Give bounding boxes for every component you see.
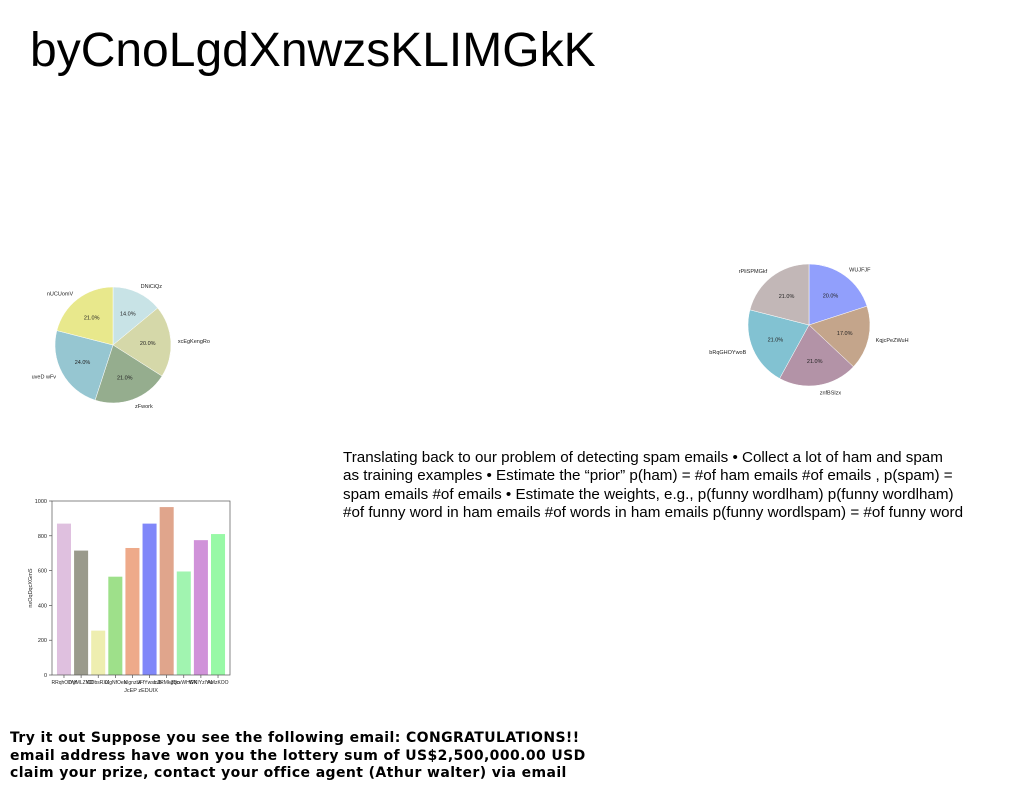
x-tick-label: RRqhODVf [51, 680, 77, 686]
example-email-text: Try it out Suppose you see the following… [10, 730, 630, 783]
bar [159, 507, 174, 675]
x-tick-label: CDbsRXJ [87, 680, 109, 686]
bar [74, 550, 89, 675]
pie-chart-left: 14.0% DNiCiQz 20.0% xcEgKengRo 21.0% zFwork 24… [32, 284, 210, 410]
y-tick-label: 600 [38, 569, 47, 575]
pie-label: DNiCiQz [141, 284, 163, 290]
pie-slice [56, 286, 114, 346]
x-tick-label: tXgNfOes [104, 680, 126, 686]
y-tick-label: 800 [38, 534, 47, 540]
footer-line: Try it out Suppose you see the following… [10, 730, 580, 746]
y-tick-label: 200 [38, 638, 47, 644]
pie-label: xcEgKengRo [178, 339, 210, 345]
paragraph-line: spam emails #of emails • Estimate the we… [343, 485, 954, 503]
pie-label: bRqGHOYwoB [709, 350, 746, 356]
pie-slice [808, 263, 868, 326]
pie-label: zFwork [135, 404, 153, 410]
y-axis-label: nxOqDqcXGmS [28, 568, 34, 607]
x-tick-label: WNIYzlYw [189, 680, 213, 686]
pie-percent-label: 20.0% [823, 293, 839, 299]
x-axis-label: JcEP zEDUIX [124, 688, 158, 694]
footer-line: email address have won you the lottery s… [10, 747, 586, 764]
pie-percent-label: 24.0% [75, 360, 91, 366]
pie-percent-label: 17.0% [837, 331, 853, 337]
x-tick-label: mJRMkgQo [153, 680, 180, 686]
paragraph-line: as training examples • Estimate the “pri… [343, 467, 953, 485]
x-tick-label: ZbcvWHGK [171, 680, 198, 686]
pie-chart-right: 20.0% WUJFJF 17.0% KqjcPeZWuH 21.0% znfBSlzx 2… [709, 263, 909, 396]
bar [211, 534, 226, 675]
x-tick-label: Nlgnzlw [124, 680, 142, 686]
pie-slice [112, 307, 172, 377]
pie-percent-label: 14.0% [120, 312, 136, 318]
bar [193, 540, 208, 675]
bar [56, 523, 71, 675]
y-tick-label: 0 [44, 673, 47, 679]
pie-label: znfBSlzx [820, 390, 842, 396]
bar [176, 571, 191, 675]
pie-percent-label: 20.0% [140, 341, 156, 347]
x-tick-label: lYyMLZMD [69, 680, 94, 686]
pie-slice [749, 263, 810, 326]
pie-slice [54, 330, 114, 401]
spam-detection-paragraph: Translating back to our problem of detec… [343, 449, 1003, 523]
paragraph-line: #of funny word in ham emails #of words i… [343, 504, 964, 522]
pie-label: KqjcPeZWuH [876, 338, 909, 344]
bar [125, 547, 140, 675]
y-tick-label: 1000 [35, 499, 47, 505]
pie-slice [779, 324, 854, 387]
bar [142, 523, 157, 675]
pie-slice [808, 305, 871, 368]
pie-percent-label: 21.0% [768, 338, 784, 344]
bar [91, 630, 106, 675]
pie-label: nUCUomV [47, 292, 74, 298]
pie-slice [747, 309, 810, 379]
x-tick-label: JFfYwsLJb [137, 680, 162, 686]
pie-label: rPliSPMGkf [739, 269, 768, 275]
pie-slice [94, 344, 163, 404]
y-tick-label: 400 [38, 603, 47, 609]
pie-label: uveD wFv [32, 374, 57, 380]
pie-label: WUJFJF [849, 268, 871, 274]
pie-percent-label: 21.0% [84, 316, 100, 322]
bar-chart: 0 200 400 600 800 1000 RRqhODVflYyMLZMDCDbsRXJ… [28, 499, 231, 694]
pie-percent-label: 21.0% [117, 376, 133, 382]
paragraph-line: Translating back to our problem of detec… [343, 449, 943, 466]
bar [108, 576, 123, 675]
pie-slice [112, 286, 159, 346]
x-tick-label: AMzKOO [207, 680, 228, 686]
pie-percent-label: 21.0% [807, 359, 823, 365]
footer-line: claim your prize, contact your office ag… [10, 765, 567, 781]
page-title: byCnoLgdXnwzsKLIMGkK [30, 24, 596, 77]
pie-percent-label: 21.0% [779, 294, 795, 300]
plot-frame [51, 500, 231, 676]
